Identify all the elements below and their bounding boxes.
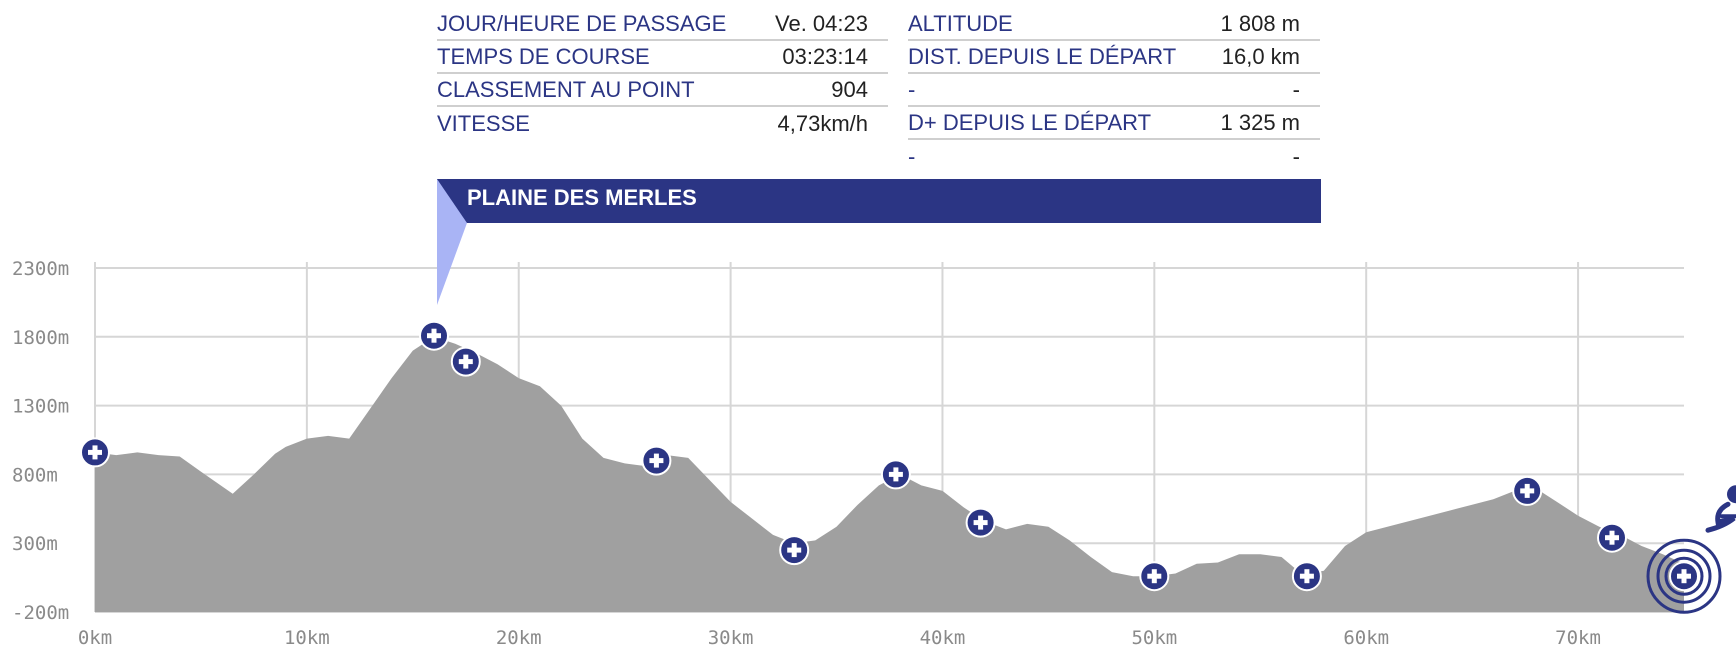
checkpoint-marker[interactable]	[1291, 561, 1322, 592]
checkpoint-marker[interactable]	[80, 437, 110, 468]
y-tick-label: 1300m	[12, 396, 69, 418]
chart-area-layer	[95, 336, 1684, 612]
info-row: VITESSE 4,73km/h	[437, 107, 888, 140]
info-row: D+ DEPUIS LE DÉPART 1 325 m	[908, 107, 1320, 140]
x-tick-label: 0km	[78, 627, 112, 649]
info-label: -	[908, 143, 916, 169]
info-row: TEMPS DE COURSE 03:23:14	[437, 41, 888, 74]
checkpoint-markers	[80, 320, 1722, 614]
checkpoint-name-banner: PLAINE DES MERLES	[437, 179, 1321, 223]
info-row: DIST. DEPUIS LE DÉPART 16,0 km	[908, 41, 1320, 74]
info-label: TEMPS DE COURSE	[437, 43, 650, 69]
info-label: JOUR/HEURE DE PASSAGE	[437, 10, 727, 36]
checkpoint-marker[interactable]	[1512, 475, 1543, 506]
info-value: 1 325 m	[1220, 109, 1301, 135]
info-row: JOUR/HEURE DE PASSAGE Ve. 04:23	[437, 8, 888, 41]
x-tick-label: 20km	[496, 627, 542, 649]
checkpoint-info-right: ALTITUDE 1 808 m DIST. DEPUIS LE DÉPART 16,…	[908, 8, 1320, 173]
info-value: -	[1292, 76, 1300, 102]
finish-runner-icon	[1705, 485, 1736, 533]
checkpoint-marker[interactable]	[779, 535, 810, 566]
checkpoint-info-left: JOUR/HEURE DE PASSAGE Ve. 04:23 TEMPS DE C…	[437, 8, 888, 140]
x-tick-label: 30km	[708, 627, 754, 649]
info-value: 904	[831, 76, 868, 102]
y-axis-labels: -200m 300m 800m 1300m 1800m 2300m	[12, 258, 69, 624]
x-tick-label: 70km	[1555, 627, 1601, 649]
x-tick-label: 10km	[284, 627, 330, 649]
x-axis-labels: 0km 10km 20km 30km 40km 50km 60km 70km	[78, 627, 1601, 649]
y-tick-label: 800m	[12, 464, 58, 486]
info-value: 4,73km/h	[777, 110, 869, 136]
info-value: -	[1292, 143, 1300, 169]
info-row: CLASSEMENT AU POINT 904	[437, 74, 888, 107]
checkpoint-marker[interactable]	[450, 346, 481, 377]
info-label: D+ DEPUIS LE DÉPART	[908, 109, 1152, 135]
x-tick-label: 40km	[920, 627, 966, 649]
info-label: DIST. DEPUIS LE DÉPART	[908, 43, 1177, 69]
checkpoint-marker[interactable]	[880, 459, 911, 490]
checkpoint-marker[interactable]	[641, 445, 672, 476]
checkpoint-marker[interactable]	[1646, 538, 1722, 614]
info-row: --	[908, 74, 1320, 107]
elevation-area	[95, 336, 1684, 612]
info-value: Ve. 04:23	[775, 10, 868, 36]
info-row: ALTITUDE 1 808 m	[908, 8, 1320, 41]
info-row: --	[908, 140, 1320, 173]
x-tick-label: 50km	[1131, 627, 1177, 649]
info-label: CLASSEMENT AU POINT	[437, 76, 695, 102]
y-tick-label: 1800m	[12, 327, 69, 349]
info-label: VITESSE	[437, 110, 530, 136]
info-value: 1 808 m	[1220, 10, 1301, 36]
checkpoint-marker[interactable]	[1597, 522, 1627, 553]
info-value: 16,0 km	[1221, 43, 1300, 69]
y-tick-label: -200m	[12, 602, 69, 624]
info-label: -	[908, 76, 916, 102]
checkpoint-name: PLAINE DES MERLES	[467, 185, 697, 210]
info-value: 03:23:14	[782, 43, 868, 69]
x-tick-label: 60km	[1343, 627, 1389, 649]
y-tick-label: 2300m	[12, 258, 69, 280]
y-tick-label: 300m	[12, 533, 58, 555]
checkpoint-marker[interactable]	[965, 507, 996, 538]
checkpoint-marker[interactable]	[419, 320, 449, 351]
info-label: ALTITUDE	[908, 10, 1013, 36]
checkpoint-marker[interactable]	[1139, 561, 1170, 592]
checkpoint-flag-pointer	[437, 179, 467, 305]
